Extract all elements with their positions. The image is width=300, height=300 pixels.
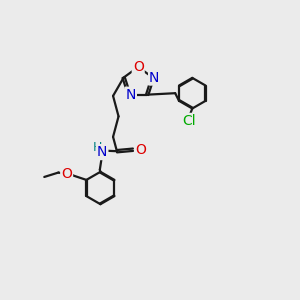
Text: N: N <box>97 145 107 159</box>
Text: Cl: Cl <box>182 114 196 128</box>
Text: N: N <box>125 88 136 102</box>
Text: H: H <box>93 141 102 154</box>
Text: O: O <box>135 143 146 157</box>
Text: O: O <box>133 60 144 74</box>
Text: O: O <box>61 167 72 181</box>
Text: N: N <box>149 70 159 85</box>
